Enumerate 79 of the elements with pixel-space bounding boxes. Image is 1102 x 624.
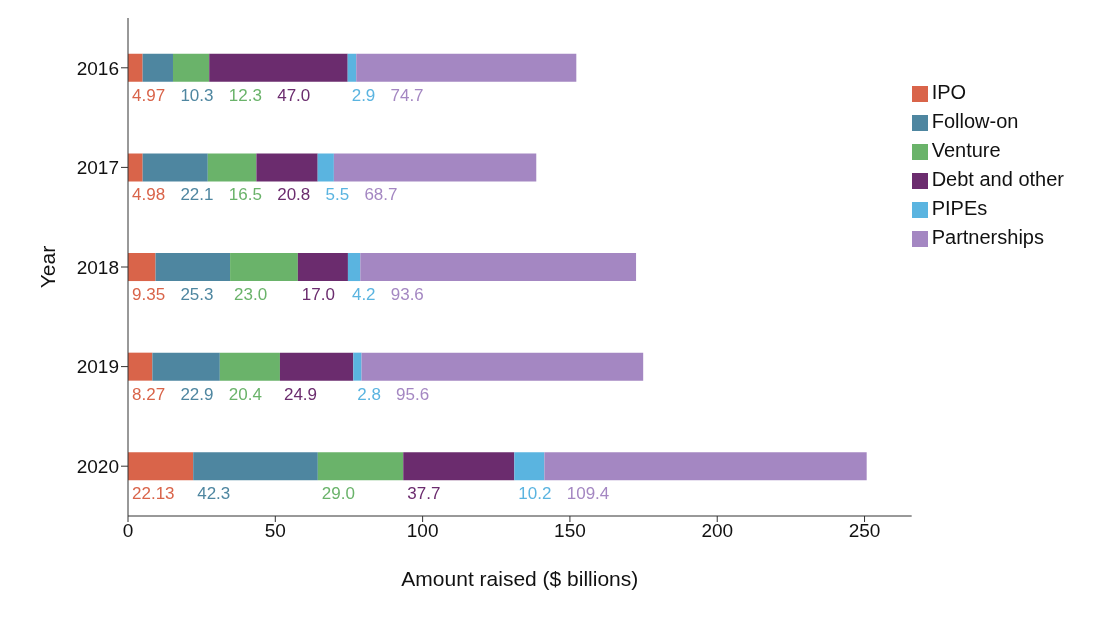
bar bbox=[128, 53, 143, 82]
data-label: 68.7 bbox=[364, 185, 398, 205]
y-axis-title: Year bbox=[36, 245, 60, 289]
data-label: 22.13 bbox=[132, 484, 175, 504]
legend-label: Venture bbox=[931, 139, 1001, 161]
bar bbox=[317, 452, 404, 481]
bar bbox=[333, 153, 537, 182]
bar bbox=[317, 153, 334, 182]
data-label: 9.35 bbox=[132, 285, 166, 305]
data-label: 2.8 bbox=[357, 384, 381, 404]
x-tick-label: 200 bbox=[701, 520, 734, 542]
data-label: 25.3 bbox=[180, 285, 214, 305]
bar bbox=[172, 53, 210, 82]
bar bbox=[360, 253, 637, 282]
data-label: 22.9 bbox=[180, 384, 214, 404]
bar bbox=[356, 53, 577, 82]
bar bbox=[230, 253, 298, 282]
bar bbox=[361, 352, 644, 381]
legend-label: Debt and other bbox=[931, 168, 1064, 190]
y-tick-label: 2020 bbox=[76, 455, 119, 477]
x-tick-label: 50 bbox=[264, 520, 286, 542]
bar bbox=[152, 352, 220, 381]
data-label: 37.7 bbox=[407, 484, 441, 504]
bar bbox=[256, 153, 318, 182]
y-tick-label: 2018 bbox=[76, 256, 119, 278]
data-label: 10.3 bbox=[180, 85, 214, 105]
data-label: 42.3 bbox=[197, 484, 231, 504]
bar bbox=[207, 153, 257, 182]
data-label: 10.2 bbox=[518, 484, 552, 504]
data-label: 22.1 bbox=[180, 185, 214, 205]
bar bbox=[347, 53, 357, 82]
bar bbox=[155, 253, 231, 282]
x-tick-label: 0 bbox=[122, 520, 134, 542]
bar bbox=[297, 253, 348, 282]
data-label: 109.4 bbox=[566, 484, 610, 504]
data-label: 17.0 bbox=[301, 285, 335, 305]
bar bbox=[353, 352, 362, 381]
bar bbox=[544, 452, 867, 481]
bar bbox=[219, 352, 280, 381]
bar bbox=[128, 153, 143, 182]
data-label: 5.5 bbox=[325, 185, 350, 205]
x-axis-title: Amount raised ($ billions) bbox=[401, 567, 639, 590]
data-label: 20.8 bbox=[277, 185, 311, 205]
y-tick-label: 2017 bbox=[76, 157, 119, 179]
data-label: 47.0 bbox=[277, 85, 311, 105]
data-label: 95.6 bbox=[396, 384, 430, 404]
data-label: 4.98 bbox=[132, 185, 166, 205]
data-label: 74.7 bbox=[390, 85, 424, 105]
data-label: 16.5 bbox=[228, 185, 262, 205]
bar bbox=[142, 153, 208, 182]
data-label: 29.0 bbox=[321, 484, 355, 504]
bar bbox=[142, 53, 173, 82]
data-label: 23.0 bbox=[234, 285, 268, 305]
x-tick-label: 250 bbox=[848, 520, 881, 542]
bar bbox=[279, 352, 354, 381]
data-label: 12.3 bbox=[228, 85, 262, 105]
legend-label: Partnerships bbox=[931, 226, 1044, 248]
bar bbox=[193, 452, 318, 481]
data-label: 4.2 bbox=[351, 285, 376, 305]
legend-label: Follow-on bbox=[931, 110, 1019, 132]
y-tick-label: 2019 bbox=[76, 356, 119, 378]
data-label: 2.9 bbox=[351, 85, 376, 105]
bar bbox=[128, 452, 194, 481]
bar bbox=[209, 53, 348, 82]
bar bbox=[347, 253, 361, 282]
data-label: 24.9 bbox=[283, 384, 318, 404]
data-label: 4.97 bbox=[132, 85, 166, 105]
data-label: 8.27 bbox=[132, 384, 166, 404]
y-tick-label: 2016 bbox=[76, 57, 119, 79]
data-label: 20.4 bbox=[228, 384, 262, 404]
bar bbox=[128, 352, 153, 381]
x-tick-label: 150 bbox=[554, 520, 586, 542]
x-tick-label: 100 bbox=[406, 520, 439, 542]
bar bbox=[128, 253, 156, 282]
bar bbox=[403, 452, 515, 481]
data-label: 93.6 bbox=[390, 285, 424, 305]
bar bbox=[514, 452, 545, 481]
legend-label: PIPEs bbox=[931, 197, 988, 219]
legend-label: IPO bbox=[931, 81, 967, 103]
